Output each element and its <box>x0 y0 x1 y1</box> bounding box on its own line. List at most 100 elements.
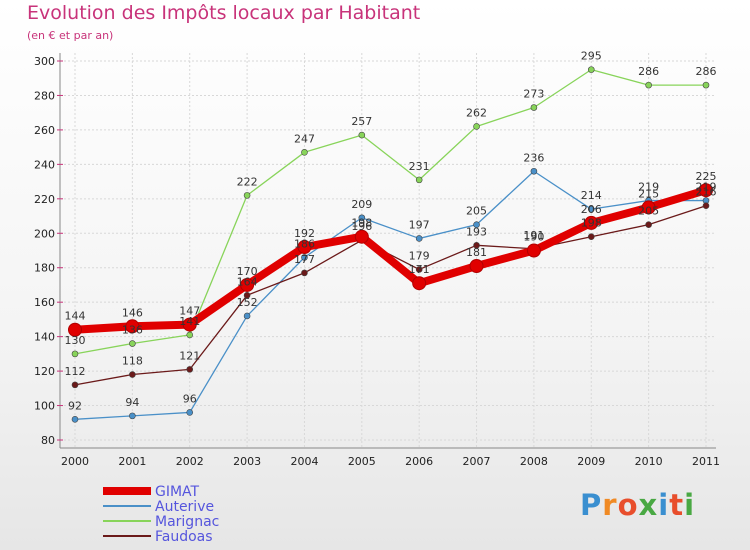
data-label-auterive: 152 <box>237 296 258 309</box>
data-point-marignac <box>530 104 538 111</box>
legend-label-marignac: Marignac <box>155 514 219 530</box>
data-label-marignac: 141 <box>179 315 200 328</box>
data-point-auterive <box>301 254 308 261</box>
data-point-gimat <box>297 240 312 255</box>
series-line-auterive <box>74 170 706 420</box>
chart-title: Evolution des Impôts locaux par Habitant <box>27 2 421 24</box>
data-label-gimat: 170 <box>237 265 258 278</box>
data-point-marignac <box>358 131 366 139</box>
series-line-marignac <box>74 68 706 355</box>
data-point-marignac <box>702 81 710 89</box>
data-point-marignac <box>129 340 136 347</box>
data-label-marignac: 262 <box>466 106 487 119</box>
data-label-faudoas: 193 <box>466 225 487 238</box>
data-point-auterive <box>530 167 538 175</box>
data-label-auterive: 219 <box>638 181 659 194</box>
y-tick-label: 140 <box>34 331 55 344</box>
legend-label-auterive: Auterive <box>155 499 214 515</box>
x-tick-label: 2005 <box>348 455 376 468</box>
data-label-auterive: 96 <box>183 392 197 405</box>
data-label-faudoas: 191 <box>523 229 544 242</box>
data-label-gimat: 206 <box>581 203 602 216</box>
data-label-marignac: 231 <box>409 160 430 173</box>
data-point-gimat <box>240 277 255 292</box>
data-label-auterive: 209 <box>351 198 372 211</box>
data-point-faudoas <box>186 366 194 373</box>
data-label-gimat: 181 <box>466 246 487 259</box>
y-tick-label: 260 <box>34 124 55 137</box>
proxiti-logo: Proxiti <box>580 488 695 522</box>
data-label-faudoas: 205 <box>638 205 659 218</box>
data-label-faudoas: 196 <box>351 220 372 233</box>
x-tick-label: 2000 <box>61 455 89 468</box>
data-point-gimat <box>699 183 713 198</box>
logo-letter: o <box>617 488 639 522</box>
data-label-gimat: 215 <box>638 187 659 200</box>
data-point-marignac <box>473 123 480 130</box>
x-tick-label: 2004 <box>290 455 318 468</box>
x-tick-label: 2002 <box>176 455 204 468</box>
data-label-faudoas: 216 <box>696 186 717 199</box>
data-label-auterive: 236 <box>523 151 544 164</box>
y-tick-label: 280 <box>34 89 55 102</box>
y-tick-label: 160 <box>34 296 55 309</box>
data-point-gimat <box>68 322 82 337</box>
data-point-faudoas <box>473 242 480 249</box>
data-point-gimat <box>182 317 197 332</box>
y-tick-label: 180 <box>34 262 55 275</box>
y-tick-label: 100 <box>34 400 55 413</box>
data-label-faudoas: 177 <box>294 253 315 266</box>
data-point-auterive <box>186 409 194 416</box>
logo-letter: i <box>658 488 670 522</box>
data-label-gimat: 144 <box>65 310 86 323</box>
data-label-marignac: 286 <box>638 65 659 78</box>
data-label-faudoas: 179 <box>409 249 430 262</box>
data-point-gimat <box>125 319 140 334</box>
data-point-gimat <box>469 259 484 274</box>
data-label-auterive: 197 <box>409 218 430 231</box>
x-tick-label: 2006 <box>405 455 433 468</box>
legend-label-faudoas: Faudoas <box>155 529 213 545</box>
logo-letter: r <box>602 488 618 522</box>
data-point-marignac <box>645 81 652 89</box>
data-label-faudoas: 164 <box>237 275 258 288</box>
data-label-faudoas: 118 <box>122 355 143 368</box>
data-point-marignac <box>71 350 79 358</box>
data-label-faudoas: 198 <box>581 217 602 230</box>
series-line-faudoas <box>74 205 707 386</box>
y-tick-label: 80 <box>41 434 55 447</box>
data-point-marignac <box>243 192 251 199</box>
data-point-auterive <box>129 412 136 420</box>
series-line-gimat <box>74 186 708 334</box>
y-tick-label: 120 <box>34 365 55 378</box>
data-label-auterive: 205 <box>466 205 487 218</box>
chart-subtitle: (en € et par an) <box>27 29 114 42</box>
data-point-faudoas <box>71 381 79 389</box>
data-point-gimat <box>584 215 599 230</box>
data-label-gimat: 192 <box>294 227 315 240</box>
x-tick-label: 2001 <box>118 455 146 468</box>
data-point-faudoas <box>129 371 136 378</box>
data-point-auterive <box>358 214 366 222</box>
data-label-gimat: 190 <box>523 231 544 244</box>
y-tick-label: 200 <box>34 227 55 240</box>
data-label-gimat: 147 <box>179 305 200 318</box>
data-point-faudoas <box>415 266 423 273</box>
data-point-faudoas <box>645 221 652 228</box>
data-label-marignac: 286 <box>696 65 717 78</box>
data-label-marignac: 295 <box>581 50 602 63</box>
data-point-auterive <box>473 221 480 228</box>
x-tick-label: 2007 <box>463 455 491 468</box>
logo-letter: x <box>638 488 659 522</box>
data-label-gimat: 171 <box>409 263 430 276</box>
data-point-auterive <box>587 205 595 213</box>
data-label-auterive: 186 <box>294 237 315 250</box>
y-tick-label: 240 <box>34 158 55 171</box>
data-label-gimat: 146 <box>122 306 143 319</box>
data-label-auterive: 94 <box>125 396 139 409</box>
data-point-marignac <box>301 149 308 156</box>
data-point-auterive <box>71 416 79 423</box>
data-label-faudoas: 121 <box>179 349 200 362</box>
